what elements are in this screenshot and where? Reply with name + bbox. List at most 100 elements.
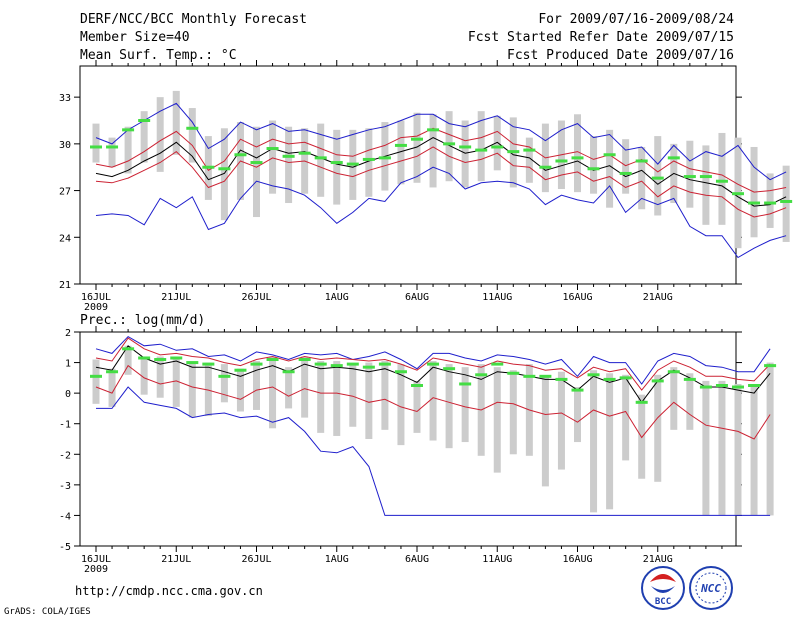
prec-xtick-label: 16JUL bbox=[81, 554, 111, 565]
temp-median-mark bbox=[619, 171, 632, 175]
prec-box bbox=[349, 364, 357, 427]
prec-box bbox=[493, 367, 501, 473]
source-url[interactable]: http://cmdp.ncc.cma.gov.cn bbox=[75, 584, 263, 598]
ncc-logo-globe bbox=[695, 572, 727, 604]
temp-box bbox=[702, 145, 710, 225]
temp-xtick-label: 21JUL bbox=[161, 292, 191, 303]
prec-box bbox=[188, 362, 196, 418]
temp-median-mark bbox=[715, 179, 728, 183]
temp-box bbox=[285, 126, 293, 204]
prec-median-mark bbox=[250, 362, 263, 366]
prec-box bbox=[317, 361, 325, 433]
prec-xtick-label: 21AUG bbox=[643, 554, 673, 565]
temp-median-mark bbox=[411, 137, 423, 141]
prec-median-mark bbox=[298, 358, 311, 362]
temp-xtick-label: 6AUG bbox=[405, 292, 429, 303]
prec-median-mark bbox=[362, 365, 375, 369]
temp-box bbox=[606, 129, 614, 208]
prec-median-mark bbox=[282, 370, 295, 374]
prec-median-mark bbox=[619, 376, 632, 380]
bcc-logo: BCC bbox=[641, 566, 685, 610]
prec-median-mark bbox=[378, 362, 391, 366]
temp-box bbox=[172, 90, 180, 155]
temp-xtick-year: 2009 bbox=[84, 302, 108, 313]
temp-box bbox=[493, 115, 501, 171]
temp-median-mark bbox=[491, 145, 504, 149]
temp-box bbox=[445, 111, 453, 182]
temp-ytick-label: 33 bbox=[59, 93, 71, 104]
prec-median-mark bbox=[234, 368, 247, 372]
prec-box bbox=[92, 359, 100, 404]
temp-box bbox=[140, 111, 148, 163]
prec-median-mark bbox=[186, 361, 199, 365]
temp-box bbox=[108, 137, 116, 168]
prec-box bbox=[750, 383, 758, 516]
prec-xtick-year: 2009 bbox=[84, 564, 108, 575]
temp-box bbox=[654, 136, 662, 216]
prec-ytick-label: -3 bbox=[59, 481, 71, 492]
temp-xtick-label: 26JUL bbox=[241, 292, 271, 303]
prec-xtick-label: 26JUL bbox=[241, 554, 271, 565]
precipitation-panel: -5 -4 -3 -2 -1 0 1 2 16JUL 21JUL 26JUL 1AUG 6AUG 11AU… bbox=[59, 326, 777, 575]
temp-median-mark bbox=[394, 143, 407, 147]
prec-box bbox=[606, 373, 614, 510]
temp-median-mark bbox=[202, 165, 215, 169]
temp-median-mark bbox=[362, 157, 375, 161]
temp-box bbox=[220, 128, 228, 221]
prec-box bbox=[590, 370, 598, 513]
prec-median-mark bbox=[218, 374, 231, 378]
temp-box bbox=[686, 140, 694, 208]
temp-median-mark bbox=[699, 175, 712, 179]
temp-median-mark bbox=[539, 165, 552, 169]
prec-median-mark bbox=[346, 362, 359, 366]
prec-median-mark bbox=[539, 374, 552, 378]
prec-ytick-label: 2 bbox=[65, 328, 71, 339]
temp-median-mark bbox=[378, 156, 391, 160]
prec-median-mark bbox=[555, 377, 568, 381]
temp-box bbox=[782, 165, 790, 242]
prec-ytick-label: 0 bbox=[65, 389, 71, 400]
temp-median-mark bbox=[266, 147, 279, 151]
started-refer-date: Fcst Started Refer Date 2009/07/15 bbox=[468, 30, 734, 45]
temp-box bbox=[124, 126, 132, 174]
prec-median-mark bbox=[764, 364, 777, 368]
temp-ytick-label: 24 bbox=[59, 233, 71, 244]
prec-median-mark bbox=[106, 370, 119, 374]
prec-xtick-label: 16AUG bbox=[562, 554, 592, 565]
temp-median-mark bbox=[90, 145, 102, 149]
temp-ytick-label: 21 bbox=[59, 280, 71, 291]
prec-median-mark bbox=[138, 356, 151, 360]
prec-box bbox=[236, 368, 244, 412]
prec-max-line bbox=[95, 335, 771, 385]
prec-box bbox=[124, 345, 132, 375]
prec-ytick-label: -4 bbox=[59, 511, 71, 522]
prec-median-mark bbox=[571, 388, 584, 392]
member-size: Member Size=40 bbox=[80, 30, 190, 45]
temp-ensemble-mean-line bbox=[95, 137, 787, 207]
prec-box bbox=[301, 356, 309, 418]
prec-median-mark bbox=[683, 377, 696, 381]
temp-box bbox=[413, 112, 421, 183]
prec-box bbox=[333, 361, 341, 436]
prec-box bbox=[718, 380, 726, 516]
temp-min-line bbox=[95, 166, 787, 259]
temp-box bbox=[718, 132, 726, 225]
prec-box bbox=[397, 364, 405, 446]
temp-median-mark bbox=[683, 175, 696, 179]
prec-box bbox=[670, 367, 678, 430]
prec-box bbox=[413, 380, 421, 433]
panel-title-precipitation: Prec.: log(mm/d) bbox=[80, 313, 205, 328]
temp-box bbox=[461, 120, 469, 188]
temp-median-mark bbox=[250, 161, 263, 165]
prec-median-mark bbox=[748, 384, 761, 387]
prec-box bbox=[445, 364, 453, 449]
prec-median-mark bbox=[699, 385, 712, 389]
prec-box bbox=[204, 362, 212, 417]
bcc-logo-ring bbox=[641, 566, 685, 610]
prec-xtick-label: 1AUG bbox=[325, 554, 349, 565]
prec-median-mark bbox=[154, 358, 167, 362]
prec-median-mark bbox=[170, 356, 183, 360]
prec-median-mark bbox=[314, 362, 327, 366]
prec-median-mark bbox=[122, 347, 135, 351]
